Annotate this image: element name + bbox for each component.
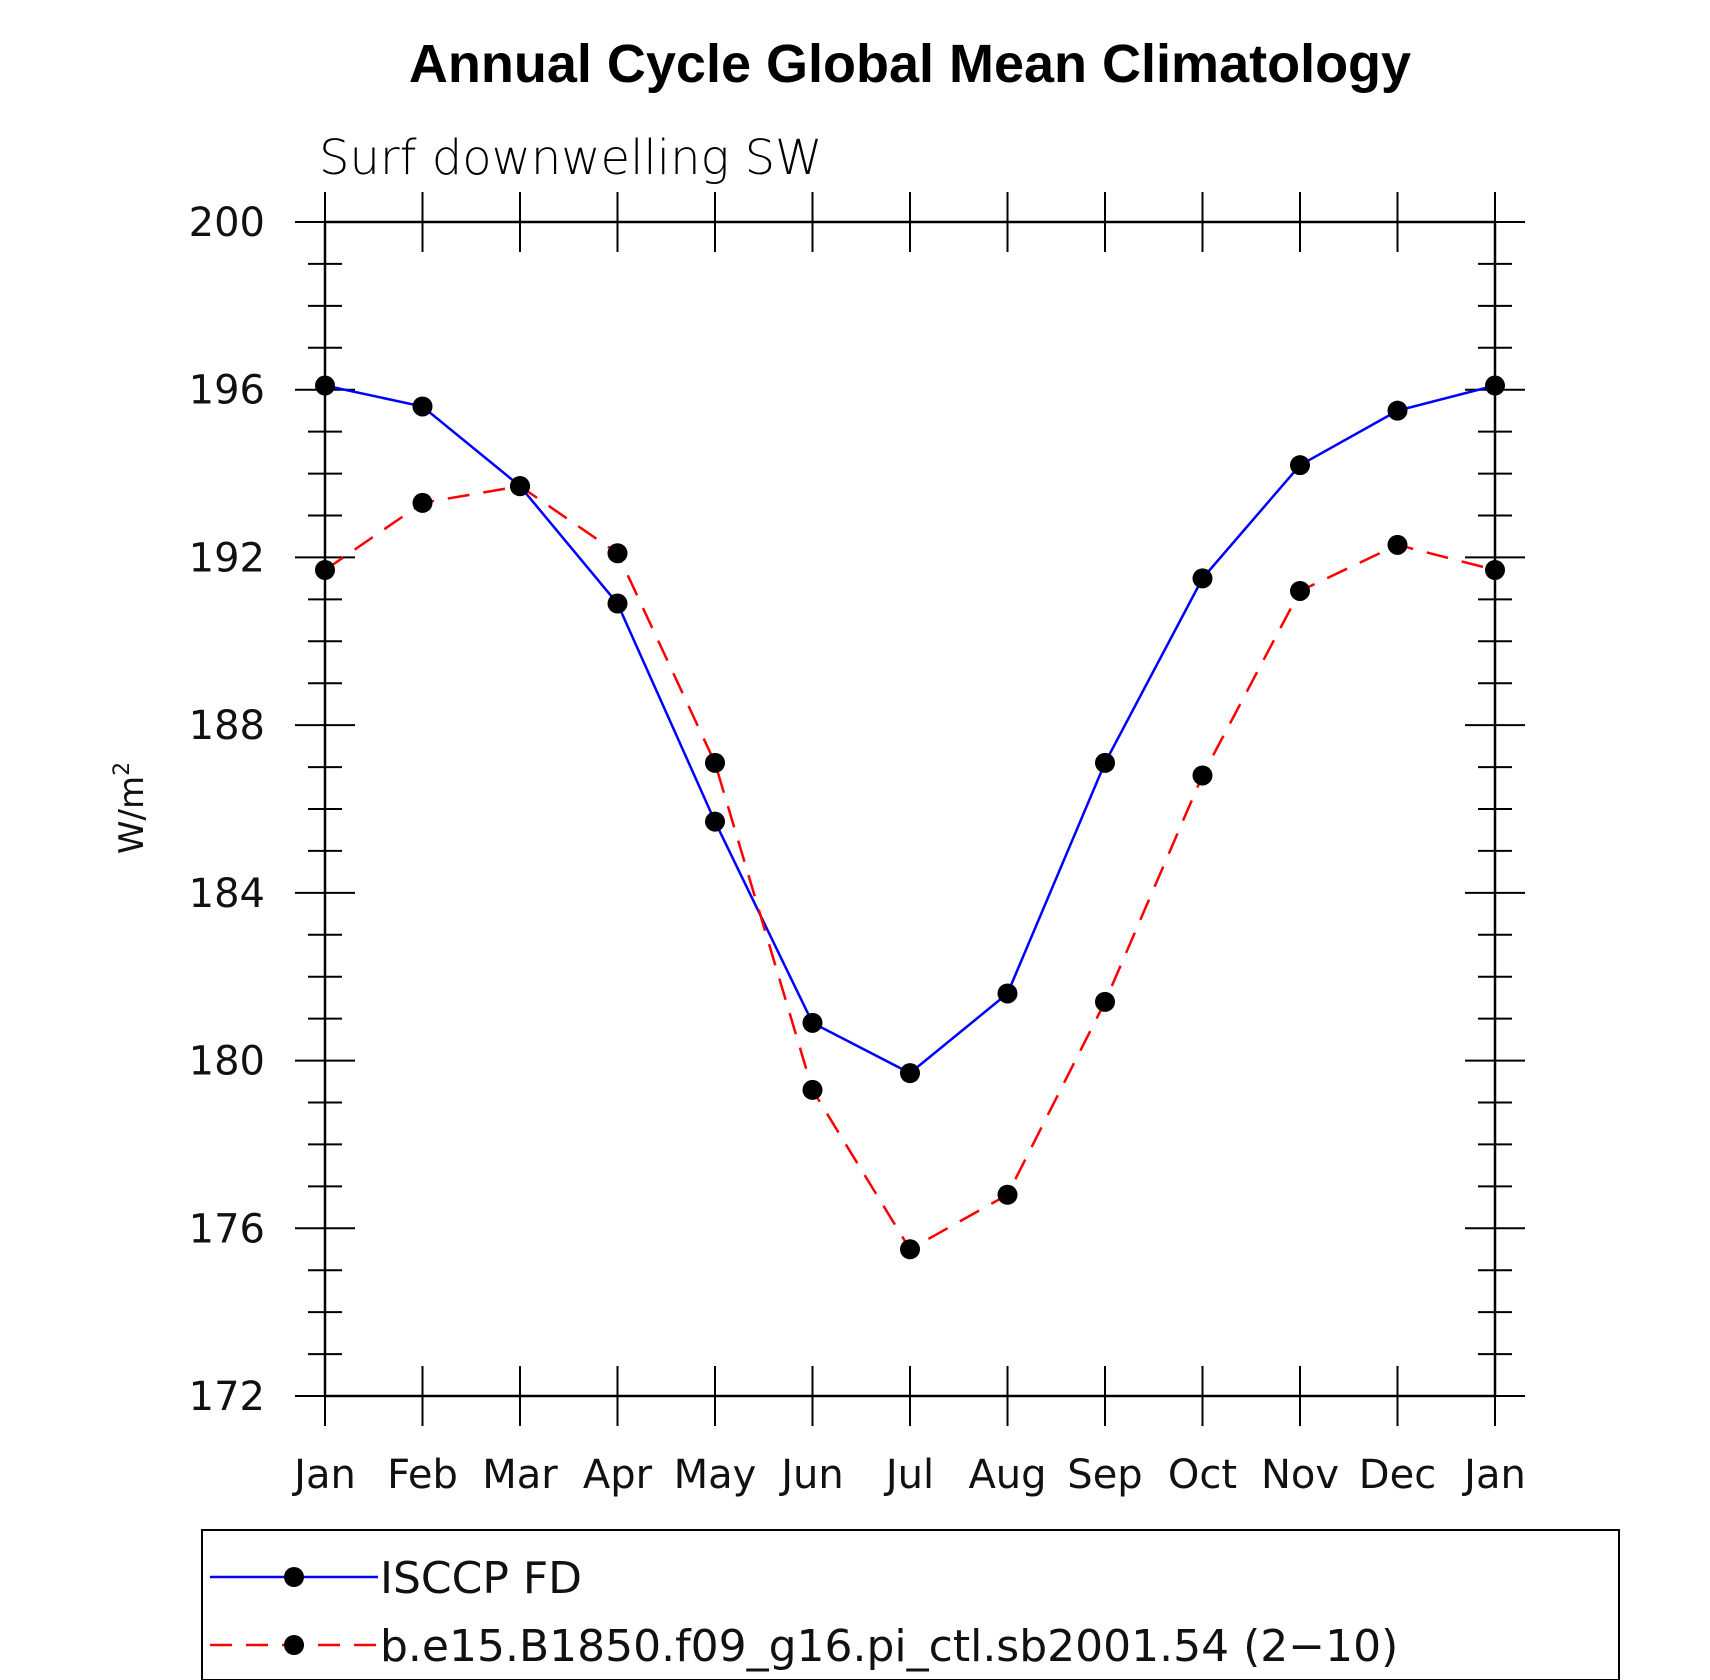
x-tick-label: Nov bbox=[1261, 1452, 1339, 1498]
data-point-0 bbox=[315, 375, 335, 396]
data-point-1 bbox=[510, 476, 530, 497]
data-point-1 bbox=[1095, 991, 1115, 1012]
data-point-0 bbox=[705, 811, 725, 832]
data-point-1 bbox=[1192, 765, 1213, 786]
svg-text:W/m2: W/m2 bbox=[110, 762, 152, 854]
data-point-1 bbox=[997, 1184, 1018, 1205]
data-point-0 bbox=[607, 593, 628, 614]
x-tick-label: Feb bbox=[387, 1452, 458, 1498]
x-tick-label: Oct bbox=[1168, 1452, 1237, 1498]
y-tick-label: 200 bbox=[189, 200, 265, 246]
y-tick-label: 172 bbox=[189, 1374, 265, 1420]
legend-marker-isccp bbox=[284, 1567, 304, 1587]
legend: ISCCP FD b.e15.B1850.f09_g16.pi_ctl.sb20… bbox=[201, 1529, 1620, 1680]
data-point-1 bbox=[705, 752, 725, 773]
y-axis-label: W/m2 bbox=[110, 762, 152, 854]
data-point-0 bbox=[1485, 375, 1505, 396]
axis-ticks bbox=[295, 192, 1525, 1426]
x-tick-label: Jan bbox=[291, 1452, 356, 1498]
x-tick-label: Dec bbox=[1359, 1452, 1436, 1498]
x-tick-label: Aug bbox=[968, 1452, 1046, 1498]
y-tick-labels: 200 196 192 188 184 180 176 172 bbox=[189, 200, 265, 1420]
y-tick-label: 188 bbox=[189, 703, 265, 749]
data-point-0 bbox=[1290, 455, 1310, 476]
data-point-0 bbox=[1192, 568, 1213, 589]
data-point-0 bbox=[802, 1012, 823, 1033]
x-tick-label: May bbox=[674, 1452, 757, 1498]
data-point-0 bbox=[997, 983, 1018, 1004]
legend-label-isccp: ISCCP FD bbox=[380, 1553, 582, 1604]
x-tick-labels: Jan Feb Mar Apr May Jun Jul Aug Sep Oct Nov Dec Jan bbox=[291, 1452, 1526, 1498]
x-tick-label: Jul bbox=[883, 1452, 934, 1498]
data-point-0 bbox=[1095, 752, 1115, 773]
y-tick-label: 176 bbox=[189, 1206, 265, 1252]
chart-subtitle: Surf downwelling SW bbox=[319, 130, 823, 186]
data-point-1 bbox=[900, 1239, 920, 1260]
data-point-1 bbox=[1290, 580, 1310, 601]
data-point-1 bbox=[802, 1079, 823, 1100]
x-tick-label: Sep bbox=[1067, 1452, 1142, 1498]
x-tick-label: Jun bbox=[778, 1452, 844, 1498]
x-tick-label: Apr bbox=[583, 1452, 653, 1498]
data-point-0 bbox=[1387, 400, 1408, 421]
data-point-0 bbox=[900, 1063, 920, 1084]
legend-marker-model bbox=[284, 1635, 304, 1655]
y-axis-label-superscript: 2 bbox=[110, 762, 135, 776]
data-point-1 bbox=[1387, 534, 1408, 555]
data-point-1 bbox=[412, 492, 433, 513]
plot-frame bbox=[323, 220, 1497, 1398]
y-tick-label: 192 bbox=[189, 535, 265, 581]
y-axis-label-text: W/m bbox=[112, 776, 152, 854]
series-layer bbox=[315, 375, 1505, 1260]
legend-label-model: b.e15.B1850.f09_g16.pi_ctl.sb2001.54 (2−… bbox=[380, 1621, 1398, 1672]
y-tick-label: 184 bbox=[189, 871, 265, 917]
y-tick-label: 196 bbox=[189, 368, 265, 414]
chart-title: Annual Cycle Global Mean Climatology bbox=[409, 34, 1411, 94]
series-line-1 bbox=[324, 484, 1496, 1251]
data-point-0 bbox=[412, 396, 433, 417]
data-point-1 bbox=[607, 543, 628, 564]
legend-box bbox=[201, 1529, 1620, 1680]
y-tick-label: 180 bbox=[189, 1039, 265, 1085]
x-tick-label: Jan bbox=[1461, 1452, 1526, 1498]
x-tick-label: Mar bbox=[482, 1452, 558, 1498]
data-point-1 bbox=[315, 560, 335, 581]
data-point-1 bbox=[1485, 560, 1505, 581]
